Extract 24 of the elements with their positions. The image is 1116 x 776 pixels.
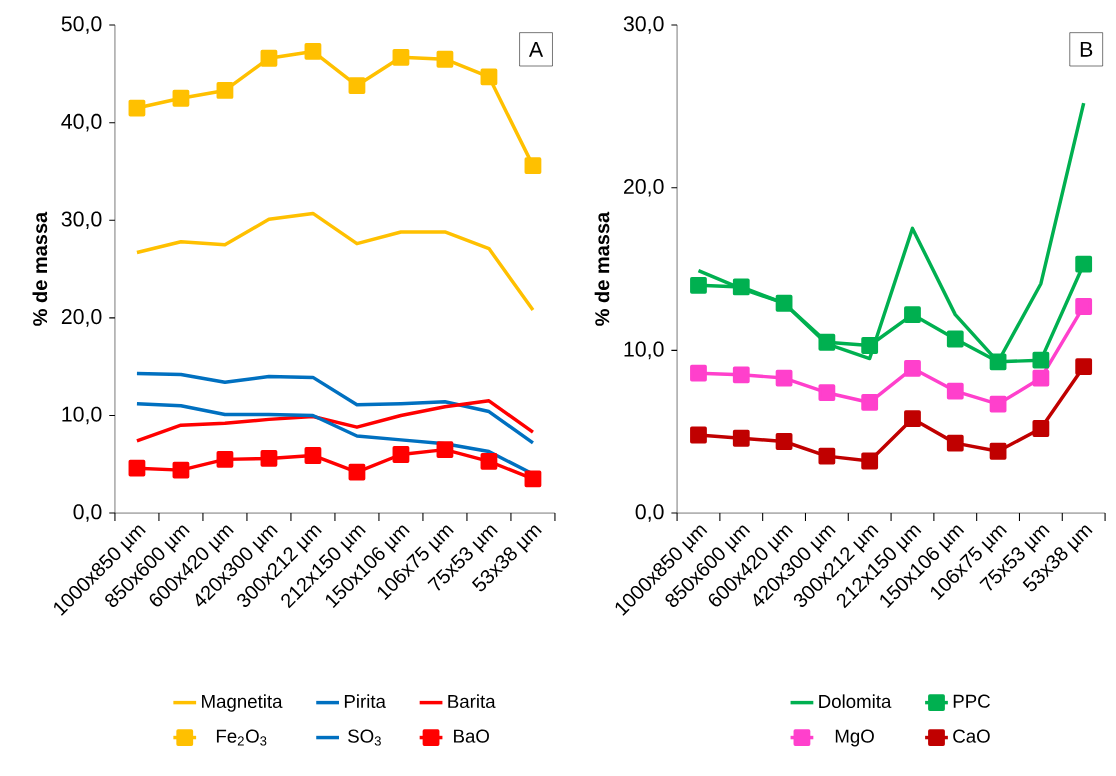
- annotation: B: [1080, 41, 1093, 57]
- annotation: A: [528, 41, 544, 57]
- y-tick-label: 10,0: [624, 341, 664, 360]
- y-tick-label: 50,0: [61, 16, 102, 34]
- legend-label: Magnetita: [202, 694, 283, 712]
- y-axis-title: % de massa: [32, 211, 48, 326]
- legend-label: Barita: [448, 694, 496, 709]
- y-tick-label: 10,0: [62, 406, 102, 425]
- y-tick-label: 0,0: [73, 504, 102, 522]
- legend-label: Dolomita: [819, 694, 892, 709]
- y-tick-label: 0,0: [635, 504, 664, 522]
- legend-label: SO$_{3}$: [348, 729, 381, 746]
- y-tick-label: 20,0: [624, 178, 664, 197]
- legend-label: BaO: [454, 729, 489, 743]
- legend-label: CaO: [953, 729, 990, 743]
- legend-label: PPC: [953, 694, 990, 708]
- y-tick-label: 30,0: [61, 211, 102, 230]
- y-tick-label: 40,0: [61, 113, 102, 132]
- legend-label: Fe$_{2}$O$_{3}$: [216, 729, 267, 746]
- y-axis-title: % de massa: [594, 211, 610, 326]
- legend-label: Pirita: [344, 694, 386, 709]
- legend-label: MgO: [835, 729, 874, 747]
- y-tick-label: 30,0: [623, 16, 664, 34]
- y-tick-label: 20,0: [61, 309, 102, 327]
